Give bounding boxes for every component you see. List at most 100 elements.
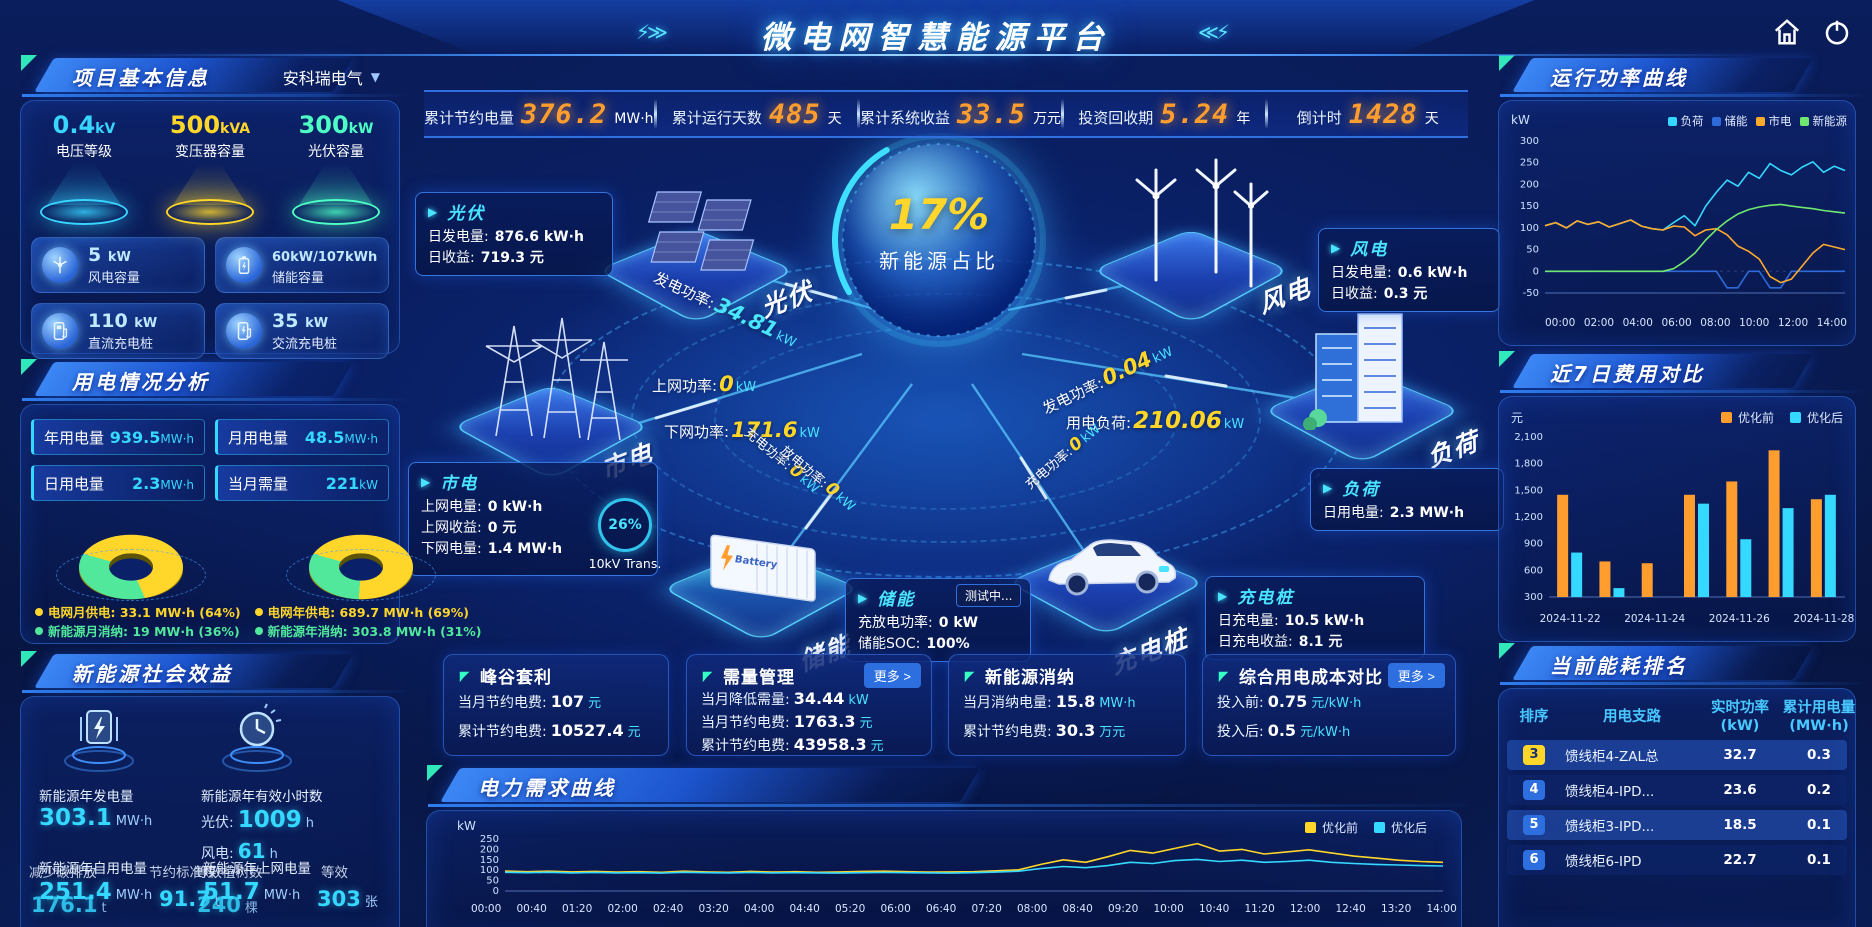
legend-dot <box>254 608 263 616</box>
ranking-table: 排序 用电支路 实时功率 (kW) 累计用电量 (MW·h) 3 馈线柜4-ZAL总 32.7 0… <box>1498 688 1856 927</box>
capacity-tile: 60kW/107kWh 储能容量 <box>215 237 389 293</box>
pv-node: 光伏 <box>586 138 816 348</box>
stat-label: 日用电量 <box>44 474 105 493</box>
column-header: 排序 <box>1519 709 1549 725</box>
column-header: 累计用电量 (MW·h) <box>1782 700 1856 734</box>
kpi-separator <box>1061 99 1065 129</box>
legend-dot <box>35 627 43 635</box>
panel-title: 项目基本信息 <box>72 66 210 90</box>
legend-item[interactable]: 市电 <box>1755 113 1792 129</box>
legend-item[interactable]: 负荷 <box>1667 113 1704 129</box>
capacity-spotlight: 0.4kV 电压等级 <box>21 111 147 225</box>
x-tick: 06:00 <box>1661 317 1692 329</box>
x-tick: 04:00 <box>744 903 775 915</box>
legend-swatch <box>1373 822 1385 833</box>
panel-corner-icon <box>424 762 446 784</box>
demand-curve-panel: 电力需求曲线 kW 优化前 优化后 250 200 150 100 50 0 00:00 00… <box>420 764 1468 927</box>
usage-stat: 当月需量 221kW <box>215 465 389 501</box>
legend-item[interactable]: 优化后 <box>1789 409 1843 426</box>
tile-value: 110 kW <box>88 310 158 332</box>
self-use-value: 251.4 MW·h <box>39 879 153 905</box>
tile-label: 交流充电桩 <box>272 337 338 352</box>
power-button[interactable] <box>1820 16 1854 50</box>
legend-item[interactable]: 优化前 <box>1720 409 1774 426</box>
panel-title: 运行功率曲线 <box>1550 66 1688 90</box>
more-button[interactable]: 更多 > <box>863 663 921 688</box>
svg-text:0: 0 <box>493 886 499 897</box>
x-tick: 2024-11-22 <box>1539 613 1601 625</box>
tile-label: 直流充电桩 <box>88 337 154 352</box>
stat-label: 当月需量 <box>228 474 289 493</box>
capacity-spotlight: 300kW 光伏容量 <box>273 111 399 225</box>
x-tick: 09:20 <box>1108 903 1139 915</box>
flag-icon <box>963 669 977 683</box>
rank-cell: 3 <box>1507 745 1561 765</box>
legend-item[interactable]: 新能源年消纳: 303.8 MW·h (31%) <box>254 622 481 641</box>
donut-orbit-ring <box>55 549 206 601</box>
battery-container-icon: Battery <box>710 534 816 602</box>
legend-item[interactable]: 电网月供电: 33.1 MW·h (64%) <box>35 603 241 622</box>
table-row: 6 馈线柜6-IPD 22.7 0.1 <box>1507 845 1847 875</box>
chevron-right-icon: ▶ <box>858 590 870 605</box>
wind-info-card: ▶ 风电 日发电量: 0.6 kW·h 日收益: 0.3 元 <box>1318 228 1500 312</box>
power-curve-y-axis-label: kW <box>1511 113 1530 127</box>
stat-label: 月用电量 <box>228 428 289 447</box>
table-row: 3 馈线柜4-ZAL总 32.7 0.3 <box>1507 740 1847 770</box>
x-tick: 10:40 <box>1199 903 1230 915</box>
benefit-card-row: 累计节约电费: 10527.4 元 <box>458 721 641 740</box>
project-info-panel: 项目基本信息 安科瑞电气 ▼ 0.4kV 电压等级 500kVA 变压器容量 300kW… <box>14 54 406 359</box>
tree-equivalent-label: 等效植树数 <box>195 865 263 881</box>
benefit-card: 峰谷套利 当月节约电费: 107 元累计节约电费: 10527.4 元 <box>443 654 669 756</box>
flow-grid-export-power: 上网功率:0 kW <box>652 372 757 396</box>
energy-cell: 0.3 <box>1807 747 1831 763</box>
x-tick: 02:40 <box>653 903 684 915</box>
usage-stat: 年用电量 939.5MW·h <box>31 419 205 455</box>
branch-cell: 馈线柜6-IPD <box>1565 854 1642 870</box>
benefit-card-title: 新能源消纳 <box>963 663 1171 688</box>
ac-charger-icon <box>226 313 262 349</box>
legend-item[interactable]: 新能源 <box>1799 113 1847 129</box>
svg-text:300: 300 <box>1524 592 1543 603</box>
benefit-card-title: 综合用电成本对比 <box>1217 663 1441 688</box>
annual-hours-label: 新能源年有效小时数 <box>201 789 323 805</box>
cost-compare-panel: 近7日费用对比 元 优化前 优化后 2,100 1,800 1,500 1,200 900… <box>1492 350 1862 642</box>
annual-generation-label: 新能源年发电量 <box>39 789 134 805</box>
legend-item[interactable]: 新能源月消纳: 19 MW·h (36%) <box>35 622 241 641</box>
x-tick: 11:20 <box>1244 903 1275 915</box>
legend-swatch <box>1711 116 1721 126</box>
svg-text:50: 50 <box>1526 245 1539 256</box>
annual-generation-value: 303.1 MW·h <box>39 805 153 831</box>
legend-swatch <box>1755 116 1765 126</box>
tile-text: 110 kW 直流充电桩 <box>88 310 157 352</box>
benefit-card-row: 累计节约电费: 30.3 万元 <box>963 721 1126 740</box>
benefit-card: 需量管理 更多 > 当月降低需量: 34.44 kW 当月节约电费: 1763.3 元累计节约… <box>686 654 932 756</box>
home-button[interactable] <box>1770 16 1804 50</box>
panel-title: 新能源社会效益 <box>72 662 233 686</box>
column-header: 用电支路 <box>1603 709 1661 725</box>
tile-value: 35 kW <box>272 310 329 332</box>
rank-badge: 4 <box>1523 780 1545 800</box>
power-cell: 32.7 <box>1723 747 1757 763</box>
energy-cell: 0.1 <box>1807 817 1831 833</box>
x-tick: 05:20 <box>835 903 866 915</box>
more-button[interactable]: 更多 > <box>1387 663 1445 688</box>
microgrid-topology-stage: 光伏 风电 市电 <box>406 118 1510 680</box>
legend-item[interactable]: 优化前 <box>1304 819 1358 836</box>
legend-item[interactable]: 优化后 <box>1373 819 1427 836</box>
x-tick: 12:00 <box>1777 317 1809 329</box>
benefit-card: 新能源消纳 当月消纳电量: 15.8 MW·h 累计节约电费: 30.3 万元 <box>948 654 1186 756</box>
company-dropdown[interactable]: 安科瑞电气 ▼ <box>283 65 380 89</box>
spotlight-unit: kVA <box>220 121 251 137</box>
legend-item[interactable]: 电网年供电: 689.7 MW·h (69%) <box>254 603 482 622</box>
donut-legend: 电网年供电: 689.7 MW·h (69%) 新能源年消纳: 303.8 MW·… <box>241 603 482 641</box>
tile-text: 5 kW 风电容量 <box>88 244 140 286</box>
spotlight-unit: kV <box>95 121 116 137</box>
x-tick: 08:40 <box>1062 903 1093 915</box>
legend-item[interactable]: 储能 <box>1711 113 1748 129</box>
x-tick: 2024-11-24 <box>1624 613 1686 625</box>
company-dropdown-value: 安科瑞电气 <box>282 69 363 88</box>
certificate-value: 303 张 <box>317 887 378 911</box>
rank-badge: 3 <box>1523 745 1545 765</box>
energy-mix-donuts: 电网月供电: 33.1 MW·h (64%) 新能源月消纳: 19 MW·h (3… <box>21 515 481 641</box>
